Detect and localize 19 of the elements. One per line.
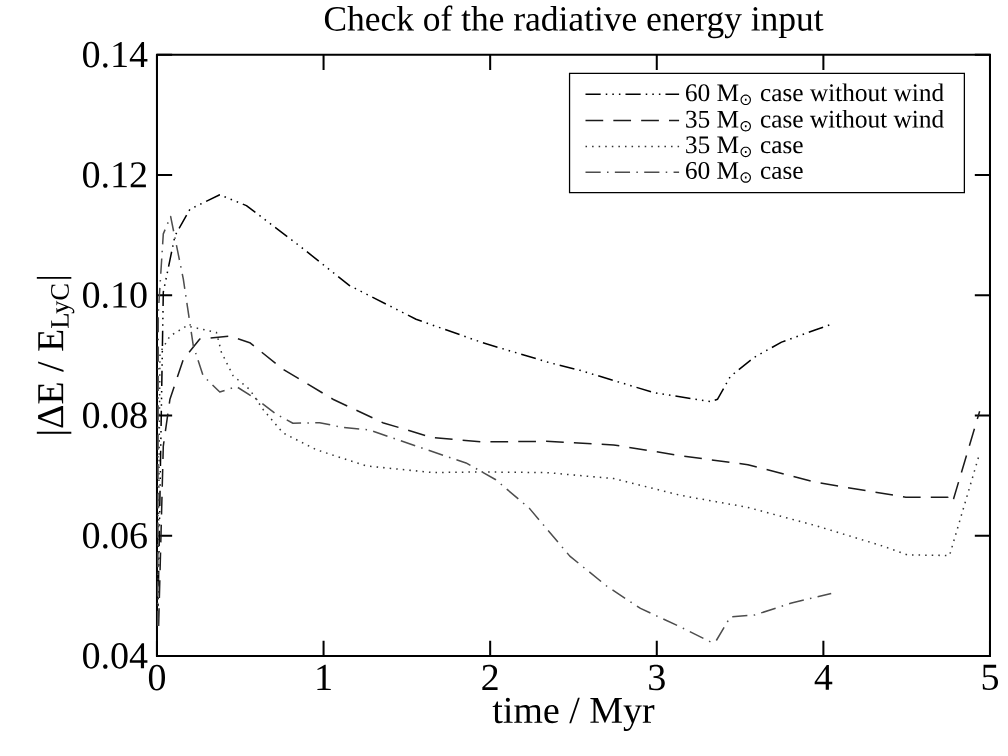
x-tick-label: 1 (317, 664, 331, 690)
x-tick-label: 0 (148, 664, 166, 691)
x-tick-label: 4 (814, 664, 833, 690)
y-tick-label: 0.06 (83, 522, 147, 549)
legend-label: 35 M$_{⊙}$ case (686, 136, 803, 158)
y-tick-label: 0.04 (83, 643, 148, 669)
legend-label: 60 M$_{⊙}$ case without wind (685, 83, 944, 106)
y-tick-label: 0.14 (83, 41, 148, 68)
chart-title: Check of the radiative energy input (324, 5, 824, 39)
y-tick-label: 0.10 (83, 282, 147, 309)
y-tick-label: 0.12 (83, 162, 146, 188)
x-tick-label: 5 (982, 664, 999, 691)
y-tick-label: 0.08 (83, 402, 147, 429)
legend-label: 60 M$_{⊙}$ case (685, 161, 803, 183)
x-tick-label: 3 (649, 664, 665, 691)
x-axis-title: time / Myr (492, 697, 655, 732)
y-axis-title: |ΔE / E$_{LyC}$| (36, 276, 75, 434)
legend-label: 35 M$_{⊙}$ case without wind (686, 109, 944, 132)
x-tick-label: 2 (482, 664, 498, 690)
